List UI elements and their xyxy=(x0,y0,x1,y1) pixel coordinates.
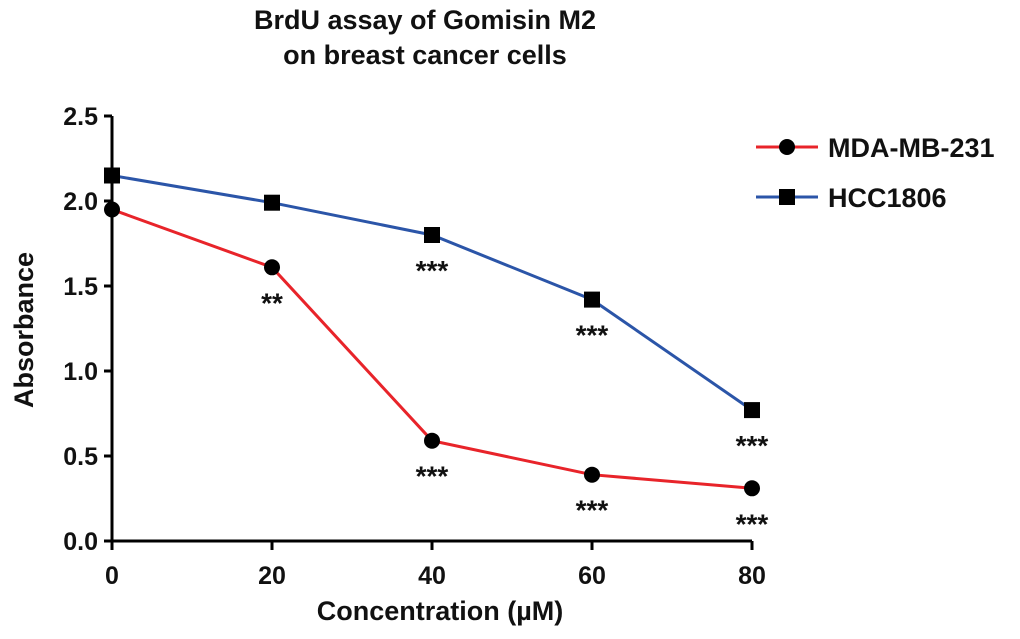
significance-label: *** xyxy=(576,320,609,351)
legend-marker xyxy=(779,139,795,155)
y-tick-label: 2.0 xyxy=(63,188,98,216)
x-axis-label: Concentration (µM) xyxy=(317,596,564,626)
significance-label: *** xyxy=(736,430,769,461)
legend-label: MDA-MB-231 xyxy=(828,133,995,163)
y-tick-label: 2.5 xyxy=(63,103,98,131)
series-line xyxy=(111,174,753,412)
series-layer: ******** ************ xyxy=(104,167,769,539)
chart-title: BrdU assay of Gomisin M2 xyxy=(254,5,596,35)
x-tick-label: 20 xyxy=(258,562,286,590)
chart-subtitle: on breast cancer cells xyxy=(283,40,567,70)
data-point xyxy=(584,291,600,308)
x-tick-label: 60 xyxy=(578,562,606,590)
y-axis-label: Absorbance xyxy=(9,252,39,408)
series-1: *** *** *** xyxy=(104,167,769,461)
legend-marker xyxy=(779,189,795,205)
data-point xyxy=(584,466,600,483)
data-point xyxy=(744,402,760,419)
y-tick-label: 1.0 xyxy=(63,358,98,386)
data-point xyxy=(744,480,760,497)
data-point xyxy=(264,194,280,211)
significance-label: *** xyxy=(416,461,449,492)
significance-label: *** xyxy=(576,495,609,526)
series-0: ******** *** xyxy=(104,201,769,539)
legend-item: HCC1806 xyxy=(756,183,947,213)
data-point xyxy=(424,432,440,449)
y-tick-label: 0.5 xyxy=(63,443,98,471)
legend: MDA-MB-231 HCC1806 xyxy=(756,133,995,213)
y-tick-label: 1.5 xyxy=(63,273,98,301)
data-point xyxy=(424,227,440,243)
legend-label: HCC1806 xyxy=(828,183,947,213)
y-tick-label: 0.0 xyxy=(63,528,98,556)
significance-label: ** xyxy=(261,287,283,318)
data-point xyxy=(264,259,280,276)
significance-label: *** xyxy=(736,508,769,539)
significance-label: *** xyxy=(416,255,449,286)
data-point xyxy=(104,201,120,218)
x-tick-label: 0 xyxy=(105,562,119,590)
axis-ticks: 0.0 0.5 1.0 1.5 2.0 2.5 0 20 40 60 80 xyxy=(63,103,766,590)
data-point xyxy=(104,167,120,184)
x-tick-label: 80 xyxy=(738,562,766,590)
legend-item: MDA-MB-231 xyxy=(756,133,995,163)
x-tick-label: 40 xyxy=(418,562,446,590)
